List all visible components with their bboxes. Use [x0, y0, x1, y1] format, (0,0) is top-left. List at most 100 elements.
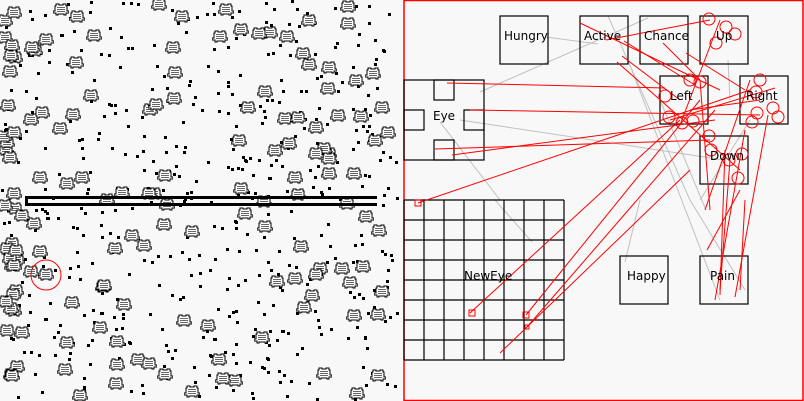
- creature[interactable]: [231, 134, 247, 147]
- creature[interactable]: [308, 121, 324, 134]
- node-neweye[interactable]: [403, 199, 565, 361]
- creature[interactable]: [269, 275, 285, 288]
- creature[interactable]: [296, 301, 312, 314]
- creature[interactable]: [3, 49, 19, 62]
- brain-view[interactable]: Hungry Active Chance Up Left Right Eye D…: [403, 0, 804, 401]
- node-hungry[interactable]: [499, 15, 549, 65]
- creature[interactable]: [14, 326, 30, 339]
- creature[interactable]: [233, 182, 249, 195]
- creature[interactable]: [184, 225, 200, 238]
- creature[interactable]: [83, 89, 99, 102]
- creature[interactable]: [267, 144, 283, 157]
- creature[interactable]: [8, 244, 24, 257]
- creature[interactable]: [151, 0, 167, 11]
- creature[interactable]: [74, 171, 90, 184]
- creature[interactable]: [59, 177, 75, 190]
- creature[interactable]: [257, 220, 273, 233]
- creature[interactable]: [374, 101, 390, 114]
- creature[interactable]: [176, 314, 192, 327]
- creature[interactable]: [6, 187, 22, 200]
- creature[interactable]: [287, 171, 303, 184]
- creature[interactable]: [4, 39, 20, 52]
- creature[interactable]: [370, 308, 386, 321]
- creature[interactable]: [0, 199, 13, 212]
- creature[interactable]: [301, 58, 317, 71]
- creature[interactable]: [157, 169, 173, 182]
- creature[interactable]: [330, 109, 346, 122]
- creature[interactable]: [53, 3, 69, 16]
- creature[interactable]: [32, 245, 48, 258]
- creature[interactable]: [136, 239, 152, 252]
- creature[interactable]: [109, 335, 125, 348]
- creature[interactable]: [293, 240, 309, 253]
- creature[interactable]: [340, 17, 356, 30]
- creature[interactable]: [367, 134, 383, 147]
- creature[interactable]: [148, 98, 164, 111]
- creature[interactable]: [281, 137, 297, 150]
- creature[interactable]: [334, 262, 350, 275]
- creature[interactable]: [301, 14, 317, 27]
- creature[interactable]: [24, 41, 40, 54]
- creature[interactable]: [308, 268, 324, 281]
- creature[interactable]: [6, 126, 22, 139]
- creature[interactable]: [251, 27, 267, 40]
- creature[interactable]: [0, 99, 16, 112]
- creature[interactable]: [157, 368, 173, 381]
- creature[interactable]: [59, 336, 75, 349]
- creature[interactable]: [287, 272, 303, 285]
- creature[interactable]: [14, 209, 30, 222]
- creature[interactable]: [295, 47, 311, 60]
- selected-creature[interactable]: [38, 268, 54, 281]
- node-up[interactable]: [699, 15, 749, 65]
- creature[interactable]: [69, 10, 85, 23]
- creature[interactable]: [107, 242, 123, 255]
- creature[interactable]: [141, 357, 157, 370]
- creature[interactable]: [184, 385, 200, 398]
- creature[interactable]: [96, 279, 112, 292]
- creature[interactable]: [380, 126, 396, 139]
- creature[interactable]: [353, 110, 369, 123]
- node-happy[interactable]: [619, 255, 669, 305]
- creature[interactable]: [64, 296, 80, 309]
- creature[interactable]: [52, 122, 68, 135]
- node-pain[interactable]: [699, 255, 749, 305]
- creature[interactable]: [26, 217, 42, 230]
- creature[interactable]: [6, 6, 22, 19]
- creature[interactable]: [167, 66, 183, 79]
- creature[interactable]: [218, 3, 234, 16]
- creature[interactable]: [355, 260, 371, 273]
- creature[interactable]: [237, 207, 253, 220]
- creature[interactable]: [346, 309, 362, 322]
- creature[interactable]: [342, 276, 358, 289]
- creature[interactable]: [211, 353, 227, 366]
- creature[interactable]: [316, 367, 332, 380]
- creature[interactable]: [304, 289, 320, 302]
- creature[interactable]: [374, 285, 390, 298]
- creature[interactable]: [65, 108, 81, 121]
- creature[interactable]: [109, 358, 125, 371]
- creature[interactable]: [165, 41, 181, 54]
- creature[interactable]: [370, 369, 386, 382]
- creature[interactable]: [358, 210, 374, 223]
- creature[interactable]: [68, 56, 84, 69]
- creature[interactable]: [212, 30, 228, 43]
- creature[interactable]: [215, 372, 231, 385]
- creature[interactable]: [86, 29, 102, 42]
- creature[interactable]: [233, 23, 249, 36]
- creature[interactable]: [57, 363, 73, 376]
- creature[interactable]: [92, 321, 108, 334]
- creature[interactable]: [365, 67, 381, 80]
- creature[interactable]: [254, 331, 270, 344]
- creature[interactable]: [174, 10, 190, 23]
- creature[interactable]: [32, 171, 48, 184]
- creature[interactable]: [321, 167, 337, 180]
- creature[interactable]: [116, 298, 132, 311]
- creature[interactable]: [72, 389, 88, 401]
- selected-creature-marker[interactable]: [30, 259, 62, 291]
- creature[interactable]: [6, 259, 22, 272]
- creature[interactable]: [166, 92, 182, 105]
- creature[interactable]: [346, 167, 362, 180]
- creature[interactable]: [308, 147, 324, 160]
- creature[interactable]: [4, 369, 20, 382]
- creature[interactable]: [38, 33, 54, 46]
